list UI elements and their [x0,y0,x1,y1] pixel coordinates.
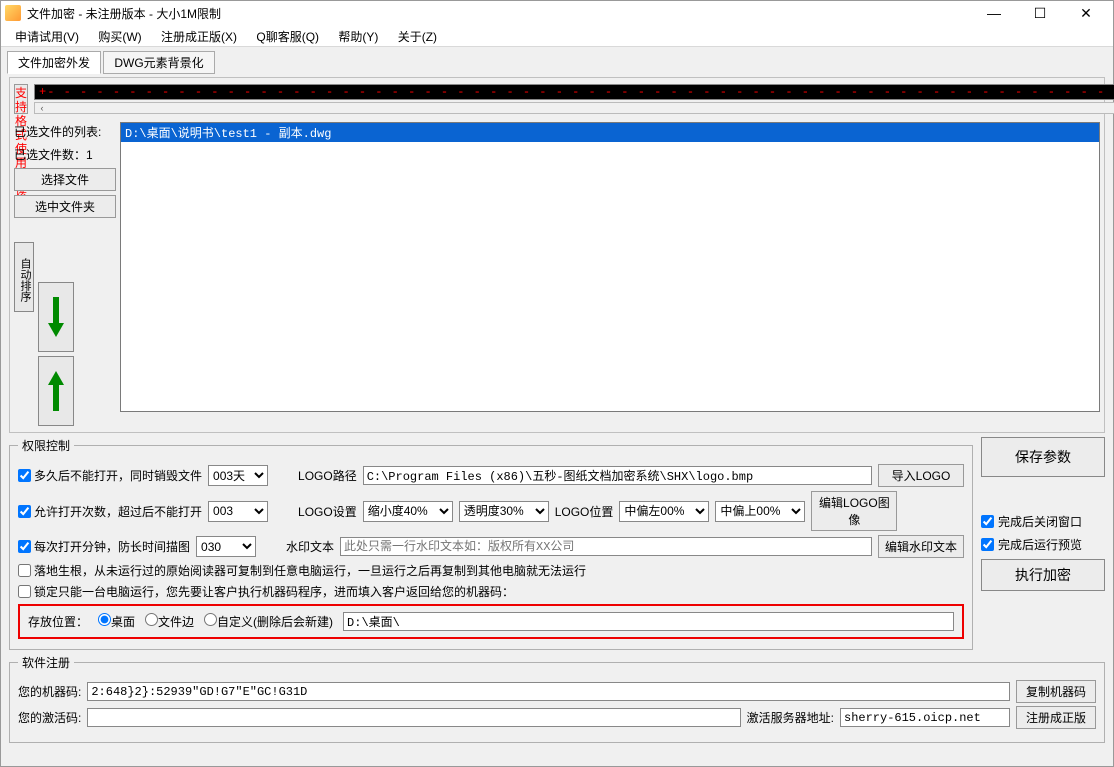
logo-shrink-select[interactable]: 缩小度40% [363,501,453,522]
support-format-button[interactable]: 支持格式 使用必读 [14,84,28,114]
select-folder-button[interactable]: 选中文件夹 [14,195,116,218]
perm-legend: 权限控制 [18,437,74,454]
marquee-bar: +- - - - - - - - - - - - - - - - - - - -… [34,84,1114,100]
execute-encrypt-button[interactable]: 执行加密 [981,559,1105,591]
window-title: 文件加密 - 未注册版本 - 大小1M限制 [27,5,971,22]
minutes-select[interactable]: 030 [196,536,256,557]
list-item[interactable]: D:\桌面\说明书\test1 - 副本.dwg [121,123,1099,142]
expire-checkbox[interactable]: 多久后不能打开，同时销毁文件 [18,467,202,484]
server-label: 激活服务器地址: [747,709,834,726]
logo-pos-label: LOGO位置 [555,503,614,520]
machine-code-label: 您的机器码: [18,683,81,700]
top-panel: 支持格式 使用必读 +- - - - - - - - - - - - - - -… [9,77,1105,433]
activate-code-label: 您的激活码: [18,709,81,726]
menu-buy[interactable]: 购买(W) [90,27,149,46]
logo-trans-select[interactable]: 透明度30% [459,501,549,522]
save-location-group: 存放位置： 桌面 文件边 自定义(删除后会新建) [18,604,964,639]
copy-machine-button[interactable]: 复制机器码 [1016,680,1096,703]
logo-posu-select[interactable]: 中偏上00% [715,501,805,522]
lock-checkbox[interactable]: 锁定只能一台电脑运行，您先要让客户执行机器码程序，进而填入客户返回给您的机器码： [18,583,514,600]
file-listbox[interactable]: D:\桌面\说明书\test1 - 副本.dwg [120,122,1100,412]
menu-trial[interactable]: 申请试用(V) [7,27,87,46]
menu-help[interactable]: 帮助(Y) [330,27,386,46]
filecount-label: 已选文件数：1 [14,145,116,164]
h-scrollbar[interactable]: ‹ › [34,102,1114,114]
logo-set-label: LOGO设置 [298,503,357,520]
menu-about[interactable]: 关于(Z) [390,27,445,46]
arrow-up-icon [46,369,66,413]
save-loc-label: 存放位置： [28,613,88,630]
loc-custom-radio[interactable]: 自定义(删除后会新建) [204,613,333,630]
loc-fileside-radio[interactable]: 文件边 [145,613,194,630]
save-params-button[interactable]: 保存参数 [981,437,1105,477]
permissions-fieldset: 权限控制 多久后不能打开，同时销毁文件 003天 LOGO路径 导入LOGO 允… [9,437,973,650]
edit-logo-button[interactable]: 编辑LOGO图像 [811,491,897,531]
move-up-button[interactable] [38,356,74,426]
arrow-down-icon [46,295,66,339]
register-full-button[interactable]: 注册成正版 [1016,706,1096,729]
app-icon [5,5,21,21]
preview-after-checkbox[interactable]: 完成后运行预览 [981,536,1105,553]
reg-legend: 软件注册 [18,654,74,671]
logo-path-input [363,466,872,485]
minutes-checkbox[interactable]: 每次打开分钟，防长时间描图 [18,538,190,555]
close-after-checkbox[interactable]: 完成后关闭窗口 [981,513,1105,530]
select-file-button[interactable]: 选择文件 [14,168,116,191]
root-checkbox[interactable]: 落地生根，从未运行过的原始阅读器可复制到任意电脑运行，一旦运行之后再复制到其他电… [18,562,586,579]
scroll-left-icon[interactable]: ‹ [35,103,49,113]
watermark-input[interactable] [340,537,872,556]
tab-encrypt[interactable]: 文件加密外发 [7,51,101,74]
edit-watermark-button[interactable]: 编辑水印文本 [878,535,964,558]
opencount-checkbox[interactable]: 允许打开次数，超过后不能打开 [18,503,202,520]
import-logo-button[interactable]: 导入LOGO [878,464,964,487]
tab-dwg-bg[interactable]: DWG元素背景化 [103,51,214,74]
titlebar[interactable]: 文件加密 - 未注册版本 - 大小1M限制 — ☐ ✕ [1,1,1113,25]
maximize-button[interactable]: ☐ [1017,2,1063,24]
tabs-row: 文件加密外发 DWG元素背景化 [1,47,1113,73]
activate-code-input[interactable] [87,708,740,727]
menubar: 申请试用(V) 购买(W) 注册成正版(X) Q聊客服(Q) 帮助(Y) 关于(… [1,25,1113,47]
logo-path-label: LOGO路径 [298,467,357,484]
menu-qservice[interactable]: Q聊客服(Q) [248,27,327,46]
opencount-select[interactable]: 003 [208,501,268,522]
move-down-button[interactable] [38,282,74,352]
minimize-button[interactable]: — [971,2,1017,24]
logo-posl-select[interactable]: 中偏左00% [619,501,709,522]
server-input[interactable] [840,708,1010,727]
loc-path-input [343,612,954,631]
menu-register[interactable]: 注册成正版(X) [153,27,245,46]
machine-code-input [87,682,1010,701]
right-actions: 保存参数 完成后关闭窗口 完成后运行预览 执行加密 [981,437,1105,650]
register-fieldset: 软件注册 您的机器码: 复制机器码 您的激活码: 激活服务器地址: 注册成正版 [9,654,1105,743]
app-window: 文件加密 - 未注册版本 - 大小1M限制 — ☐ ✕ 申请试用(V) 购买(W… [0,0,1114,767]
close-button[interactable]: ✕ [1063,2,1109,24]
expire-select[interactable]: 003天 [208,465,268,486]
filelist-label: 已选文件的列表: [14,122,116,141]
autosort-button[interactable]: 自动排序 [14,242,34,312]
loc-desktop-radio[interactable]: 桌面 [98,613,135,630]
watermark-label: 水印文本 [286,538,334,555]
